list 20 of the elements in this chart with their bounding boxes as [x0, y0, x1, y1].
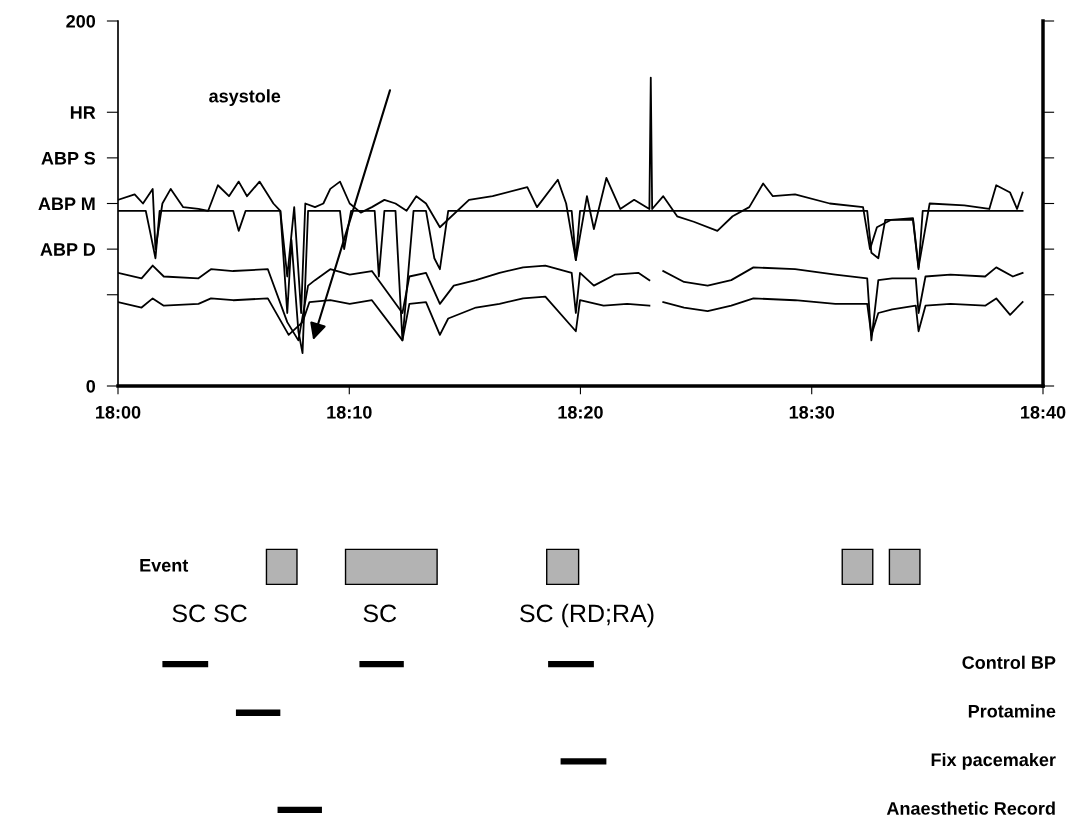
y-tick-label: 0: [86, 379, 96, 393]
y-tick-label: HR: [70, 106, 96, 119]
y-tick-label: Protamine: [968, 704, 1056, 718]
x-tick-label: 18:30: [789, 405, 835, 419]
x-tick-label: 18:20: [558, 405, 603, 419]
y-tick-label: Event: [140, 559, 189, 572]
x-tick-label: 18:40: [1021, 405, 1066, 419]
y-tick-label: ABP D: [40, 243, 96, 256]
y-tick-label: ABP M: [38, 197, 95, 211]
y-tick-label: ABP S: [41, 151, 96, 165]
y-tick-label: Anaesthetic Record: [886, 801, 1055, 815]
x-tick-label: 18:00: [96, 405, 141, 419]
y-tick-label: 200: [66, 14, 96, 28]
y-tick-label: Control BP: [962, 655, 1056, 669]
annotation: SC: [363, 604, 397, 623]
x-tick-label: 18:10: [327, 405, 372, 419]
annotation: asystole: [209, 89, 281, 107]
y-tick-label: Fix pacemaker: [931, 752, 1056, 770]
annotation: SC SC: [172, 604, 247, 623]
annotation: SC (RD;RA): [520, 603, 654, 628]
